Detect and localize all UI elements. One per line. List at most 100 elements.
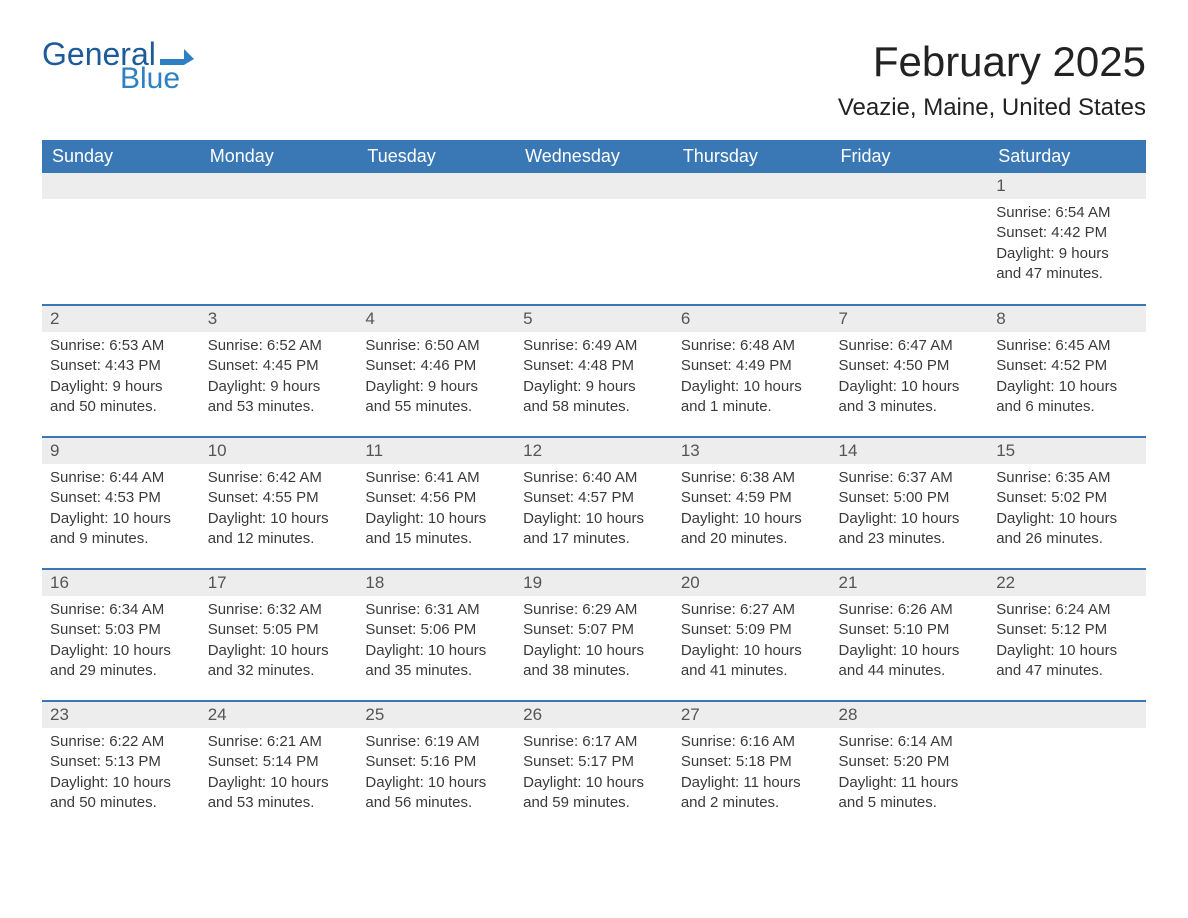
- day-details: Sunrise: 6:41 AMSunset: 4:56 PMDaylight:…: [357, 464, 515, 557]
- sunset-text: Sunset: 5:06 PM: [365, 620, 507, 640]
- day1-text: Daylight: 10 hours: [365, 641, 507, 661]
- calendar-table: Sunday Monday Tuesday Wednesday Thursday…: [42, 140, 1146, 833]
- calendar-cell: 24Sunrise: 6:21 AMSunset: 5:14 PMDayligh…: [200, 701, 358, 833]
- calendar-cell: 20Sunrise: 6:27 AMSunset: 5:09 PMDayligh…: [673, 569, 831, 701]
- sunrise-text: Sunrise: 6:31 AM: [365, 600, 507, 620]
- day-details: Sunrise: 6:53 AMSunset: 4:43 PMDaylight:…: [42, 332, 200, 425]
- sunrise-text: Sunrise: 6:16 AM: [681, 732, 823, 752]
- day-number: 22: [988, 570, 1146, 596]
- day1-text: Daylight: 9 hours: [523, 377, 665, 397]
- day2-text: and 41 minutes.: [681, 661, 823, 681]
- day-number: 9: [42, 438, 200, 464]
- day-details: Sunrise: 6:54 AMSunset: 4:42 PMDaylight:…: [988, 199, 1146, 292]
- sunset-text: Sunset: 4:42 PM: [996, 223, 1138, 243]
- calendar-week-row: 16Sunrise: 6:34 AMSunset: 5:03 PMDayligh…: [42, 569, 1146, 701]
- day-number: 6: [673, 306, 831, 332]
- day1-text: Daylight: 10 hours: [523, 773, 665, 793]
- day1-text: Daylight: 10 hours: [681, 377, 823, 397]
- day1-text: Daylight: 10 hours: [365, 773, 507, 793]
- sunrise-text: Sunrise: 6:50 AM: [365, 336, 507, 356]
- calendar-cell: 4Sunrise: 6:50 AMSunset: 4:46 PMDaylight…: [357, 305, 515, 437]
- sunset-text: Sunset: 4:59 PM: [681, 488, 823, 508]
- day1-text: Daylight: 10 hours: [996, 377, 1138, 397]
- weekday-header: Wednesday: [515, 140, 673, 173]
- day2-text: and 50 minutes.: [50, 397, 192, 417]
- header: General Blue February 2025 Veazie, Maine…: [42, 38, 1146, 122]
- calendar-cell: 19Sunrise: 6:29 AMSunset: 5:07 PMDayligh…: [515, 569, 673, 701]
- calendar-cell: 15Sunrise: 6:35 AMSunset: 5:02 PMDayligh…: [988, 437, 1146, 569]
- day1-text: Daylight: 9 hours: [50, 377, 192, 397]
- sunset-text: Sunset: 5:02 PM: [996, 488, 1138, 508]
- day1-text: Daylight: 10 hours: [208, 641, 350, 661]
- day-number: 15: [988, 438, 1146, 464]
- day2-text: and 1 minute.: [681, 397, 823, 417]
- calendar-cell: [831, 173, 989, 305]
- sunrise-text: Sunrise: 6:35 AM: [996, 468, 1138, 488]
- calendar-cell: 21Sunrise: 6:26 AMSunset: 5:10 PMDayligh…: [831, 569, 989, 701]
- calendar-cell: 22Sunrise: 6:24 AMSunset: 5:12 PMDayligh…: [988, 569, 1146, 701]
- day1-text: Daylight: 10 hours: [681, 509, 823, 529]
- day2-text: and 53 minutes.: [208, 397, 350, 417]
- sunset-text: Sunset: 5:00 PM: [839, 488, 981, 508]
- sunset-text: Sunset: 4:55 PM: [208, 488, 350, 508]
- day1-text: Daylight: 11 hours: [681, 773, 823, 793]
- sunset-text: Sunset: 4:52 PM: [996, 356, 1138, 376]
- day2-text: and 5 minutes.: [839, 793, 981, 813]
- day-number: [200, 173, 358, 199]
- day1-text: Daylight: 10 hours: [839, 509, 981, 529]
- sunrise-text: Sunrise: 6:48 AM: [681, 336, 823, 356]
- calendar-week-row: 2Sunrise: 6:53 AMSunset: 4:43 PMDaylight…: [42, 305, 1146, 437]
- sunset-text: Sunset: 5:14 PM: [208, 752, 350, 772]
- day2-text: and 44 minutes.: [839, 661, 981, 681]
- day2-text: and 55 minutes.: [365, 397, 507, 417]
- day1-text: Daylight: 10 hours: [50, 641, 192, 661]
- day-details: Sunrise: 6:47 AMSunset: 4:50 PMDaylight:…: [831, 332, 989, 425]
- sunset-text: Sunset: 4:50 PM: [839, 356, 981, 376]
- calendar-cell: 16Sunrise: 6:34 AMSunset: 5:03 PMDayligh…: [42, 569, 200, 701]
- day2-text: and 23 minutes.: [839, 529, 981, 549]
- page-title: February 2025: [838, 38, 1146, 86]
- calendar-cell: [200, 173, 358, 305]
- sunset-text: Sunset: 5:10 PM: [839, 620, 981, 640]
- sunrise-text: Sunrise: 6:49 AM: [523, 336, 665, 356]
- day2-text: and 50 minutes.: [50, 793, 192, 813]
- calendar-cell: 8Sunrise: 6:45 AMSunset: 4:52 PMDaylight…: [988, 305, 1146, 437]
- day-number: 16: [42, 570, 200, 596]
- sunrise-text: Sunrise: 6:32 AM: [208, 600, 350, 620]
- location-label: Veazie, Maine, United States: [838, 94, 1146, 122]
- sunrise-text: Sunrise: 6:45 AM: [996, 336, 1138, 356]
- day-details: Sunrise: 6:49 AMSunset: 4:48 PMDaylight:…: [515, 332, 673, 425]
- day-number: 23: [42, 702, 200, 728]
- day-number: 1: [988, 173, 1146, 199]
- day-number: 20: [673, 570, 831, 596]
- weekday-header: Monday: [200, 140, 358, 173]
- day-details: Sunrise: 6:52 AMSunset: 4:45 PMDaylight:…: [200, 332, 358, 425]
- sunset-text: Sunset: 5:16 PM: [365, 752, 507, 772]
- day-number: 2: [42, 306, 200, 332]
- day-number: 27: [673, 702, 831, 728]
- calendar-week-row: 1Sunrise: 6:54 AMSunset: 4:42 PMDaylight…: [42, 173, 1146, 305]
- day-number: 19: [515, 570, 673, 596]
- day-number: 14: [831, 438, 989, 464]
- day-number: 11: [357, 438, 515, 464]
- sunrise-text: Sunrise: 6:42 AM: [208, 468, 350, 488]
- day-details: Sunrise: 6:16 AMSunset: 5:18 PMDaylight:…: [673, 728, 831, 821]
- day2-text: and 35 minutes.: [365, 661, 507, 681]
- sunrise-text: Sunrise: 6:27 AM: [681, 600, 823, 620]
- calendar-cell: 7Sunrise: 6:47 AMSunset: 4:50 PMDaylight…: [831, 305, 989, 437]
- sunset-text: Sunset: 5:18 PM: [681, 752, 823, 772]
- day-number: 26: [515, 702, 673, 728]
- day-details: Sunrise: 6:22 AMSunset: 5:13 PMDaylight:…: [42, 728, 200, 821]
- sunrise-text: Sunrise: 6:29 AM: [523, 600, 665, 620]
- sunrise-text: Sunrise: 6:34 AM: [50, 600, 192, 620]
- day2-text: and 47 minutes.: [996, 264, 1138, 284]
- calendar-cell: 3Sunrise: 6:52 AMSunset: 4:45 PMDaylight…: [200, 305, 358, 437]
- sunrise-text: Sunrise: 6:47 AM: [839, 336, 981, 356]
- day-number: [515, 173, 673, 199]
- day-details: Sunrise: 6:24 AMSunset: 5:12 PMDaylight:…: [988, 596, 1146, 689]
- day2-text: and 58 minutes.: [523, 397, 665, 417]
- day-number: 10: [200, 438, 358, 464]
- sunrise-text: Sunrise: 6:24 AM: [996, 600, 1138, 620]
- day-number: 12: [515, 438, 673, 464]
- sunset-text: Sunset: 5:09 PM: [681, 620, 823, 640]
